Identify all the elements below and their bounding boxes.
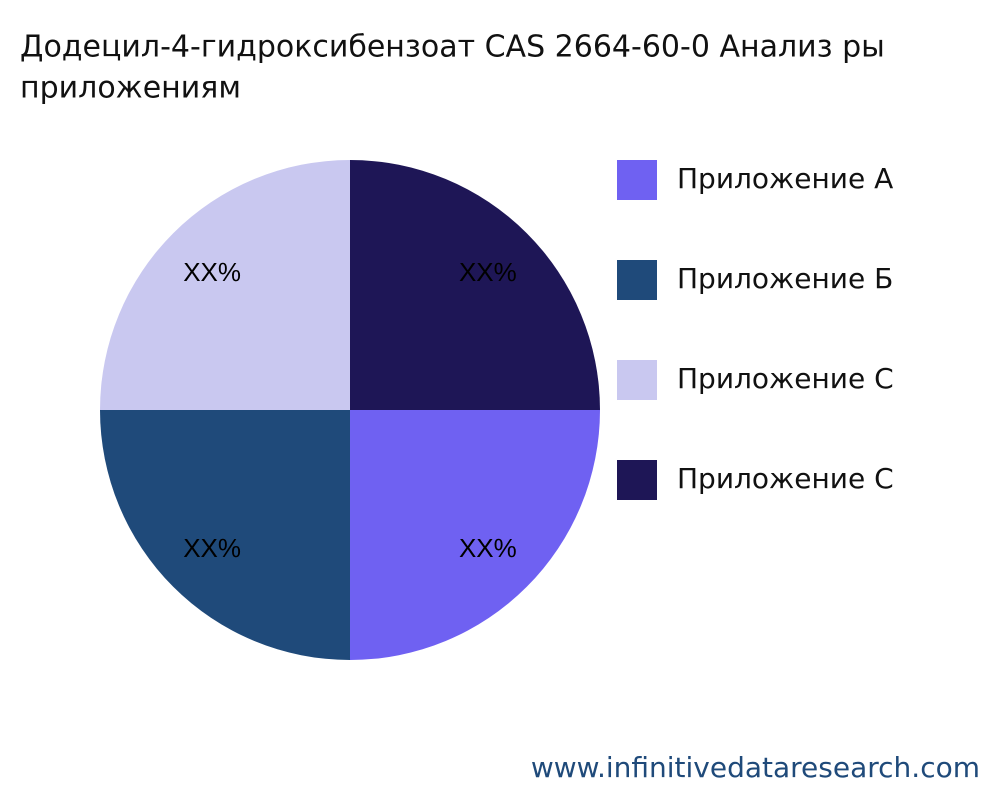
chart-title: Додецил-4-гидроксибензоат CAS 2664-60-0 … — [20, 30, 885, 65]
legend-swatch — [617, 360, 657, 400]
data-label: XX% — [459, 533, 517, 563]
pie-slice — [350, 160, 600, 410]
pie-slice — [100, 160, 350, 410]
legend-label: Приложение Б — [677, 262, 893, 295]
legend-label: Приложение A — [677, 162, 893, 195]
source: www.infinitivedataresearch.com — [531, 751, 980, 784]
pie-slice — [100, 410, 350, 660]
legend-label: Приложение C — [677, 462, 894, 495]
data-label: XX% — [183, 257, 241, 287]
data-label: XX% — [459, 257, 517, 287]
legend-label: Приложение C — [677, 362, 894, 395]
legend-swatch — [617, 260, 657, 300]
data-label: XX% — [183, 533, 241, 563]
chart-title: приложениям — [20, 71, 241, 106]
legend-swatch — [617, 460, 657, 500]
legend-swatch — [617, 160, 657, 200]
pie-slice — [350, 410, 600, 660]
